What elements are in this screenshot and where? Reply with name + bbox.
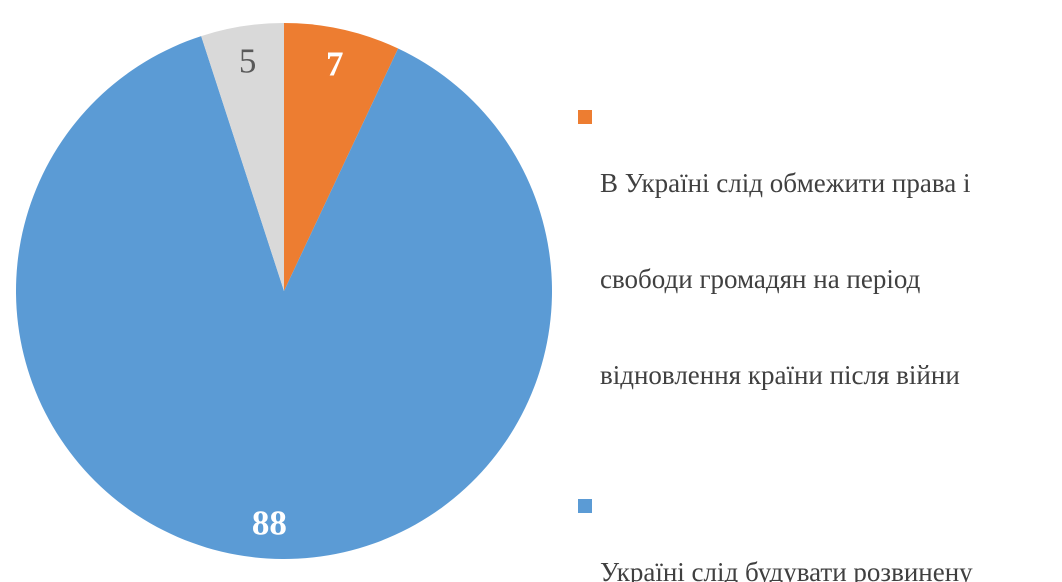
pie-slice-3	[201, 23, 284, 291]
pie-slice-label: 5	[239, 42, 257, 81]
legend-label-line: відновлення країни після війни	[600, 360, 960, 390]
legend-swatch-orange-icon	[578, 110, 592, 124]
chart-legend: В Україні слід обмежити права і свободи …	[578, 103, 1060, 582]
pie-chart: 7 88 5	[15, 23, 552, 560]
legend-label-line: В Україні слід обмежити права і	[600, 168, 971, 198]
legend-label: В Україні слід обмежити права і свободи …	[600, 103, 970, 455]
legend-label-line: свободи громадян на період	[600, 264, 921, 294]
legend-swatch-blue-icon	[578, 499, 592, 513]
pie-slice-label: 7	[326, 45, 344, 84]
legend-item-limit-rights: В Україні слід обмежити права і свободи …	[578, 103, 1060, 455]
legend-label-line: Україні слід будувати розвинену	[600, 557, 973, 582]
pie-slice-label: 88	[252, 504, 287, 543]
pie-slice-1	[284, 23, 399, 291]
legend-item-democratic-system: Україні слід будувати розвинену демократ…	[578, 492, 1060, 582]
legend-label: Україні слід будувати розвинену демократ…	[600, 492, 999, 582]
pie-slice-2	[15, 36, 552, 560]
